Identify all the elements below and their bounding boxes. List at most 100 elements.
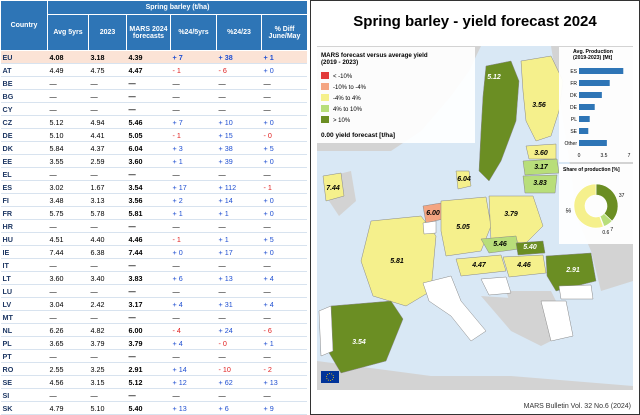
cell-p23: + 14 (216, 193, 262, 207)
cell-country: IE (0, 245, 48, 259)
legend-swatch (321, 105, 329, 112)
cell-avg5: — (47, 310, 89, 324)
cell-y2023: — (88, 102, 127, 116)
country-label-de: 5.05 (456, 224, 470, 231)
cell-p23: + 38 (216, 141, 262, 155)
cell-mars: 3.79 (126, 336, 171, 350)
cell-country: CY (0, 102, 48, 116)
cell-mars: 3.54 (126, 180, 171, 194)
cell-p23: + 62 (216, 375, 262, 389)
bar-label: PL (571, 117, 577, 123)
cell-y2023: — (88, 349, 127, 363)
donut-title: Share of production [%] (563, 167, 620, 173)
cell-country: DK (0, 141, 48, 155)
bar (579, 68, 624, 74)
cell-avg5: — (47, 76, 89, 90)
cell-p23: - 0 (216, 336, 262, 350)
cell-diff: — (261, 310, 307, 324)
cell-avg5: 2.55 (47, 362, 89, 376)
bar-label: SE (570, 129, 577, 135)
cell-p5: + 7 (170, 115, 217, 129)
cell-avg5: 6.26 (47, 323, 89, 337)
cell-mars: 3.56 (126, 193, 171, 207)
cell-y2023: 2.42 (88, 297, 127, 311)
cell-avg5: 5.12 (47, 115, 89, 129)
cell-y2023: 4.75 (88, 63, 127, 77)
cell-p5: + 4 (170, 336, 217, 350)
cell-diff: — (261, 89, 307, 103)
cell-mars: 3.83 (126, 271, 171, 285)
table-row: DK 5.84 4.37 6.04 + 3 + 38 + 5 (0, 141, 307, 155)
table-row: IE 7.44 6.38 7.44 + 0 + 17 + 0 (0, 245, 307, 259)
cell-p5: — (170, 76, 217, 90)
cell-avg5: — (47, 349, 89, 363)
country-lt (522, 174, 558, 194)
cell-diff: + 1 (261, 50, 307, 64)
cell-p23: + 17 (216, 245, 262, 259)
table-row: SK 4.79 5.10 5.40 + 13 + 6 + 9 (0, 401, 307, 415)
cell-mars: — (126, 388, 171, 402)
cell-p5: + 0 (170, 245, 217, 259)
cell-country: EU (0, 50, 48, 64)
cell-avg5: — (47, 219, 89, 233)
cell-avg5: — (47, 89, 89, 103)
bar (579, 140, 607, 146)
cell-y2023: — (88, 219, 127, 233)
legend-box (317, 47, 475, 143)
cell-y2023: 4.37 (88, 141, 127, 155)
cell-avg5: — (47, 284, 89, 298)
cell-mars: — (126, 284, 171, 298)
cell-diff: + 0 (261, 193, 307, 207)
country-pt (318, 305, 334, 357)
cell-mars: — (126, 258, 171, 272)
table-row: PT — — — — — — (0, 349, 307, 363)
cell-diff: + 0 (261, 206, 307, 220)
donut-slice (573, 183, 604, 229)
country-label-pl: 3.79 (504, 211, 518, 218)
cell-country: DE (0, 128, 48, 142)
cell-y2023: — (88, 258, 127, 272)
cell-p5: + 4 (170, 297, 217, 311)
production-bar-chart: Avg. Production (2019-2023) [Mt] ES FR DK DE… (559, 47, 633, 162)
cell-y2023: 4.40 (88, 232, 127, 246)
cell-p5: — (170, 219, 217, 233)
cell-y2023: 4.94 (88, 115, 127, 129)
cell-diff: - 2 (261, 362, 307, 376)
cell-mars: 6.00 (126, 323, 171, 337)
country-label-ee: 3.60 (534, 150, 548, 157)
bulletin-reference: MARS Bulletin Vol. 32 No.6 (2024) (523, 403, 631, 410)
cell-mars: 4.47 (126, 63, 171, 77)
cell-y2023: — (88, 167, 127, 181)
country-pl (488, 195, 544, 244)
cell-avg5: — (47, 388, 89, 402)
cell-p23: + 24 (216, 323, 262, 337)
cell-diff: + 5 (261, 141, 307, 155)
cell-country: HU (0, 232, 48, 246)
table-row: CZ 5.12 4.94 5.46 + 7 + 10 + 0 (0, 115, 307, 129)
country-label-nl: 6.00 (426, 210, 440, 217)
cell-avg5: 3.02 (47, 180, 89, 194)
cell-y2023: 4.82 (88, 323, 127, 337)
cell-p5: — (170, 349, 217, 363)
cell-diff: — (261, 102, 307, 116)
donut-slices: 37 70.6 56 (566, 183, 625, 236)
bar (579, 104, 595, 110)
map-title: Spring barley - yield forecast 2024 (353, 13, 597, 30)
table-row: FI 3.48 3.13 3.56 + 2 + 14 + 0 (0, 193, 307, 207)
cell-y2023: — (88, 76, 127, 90)
cell-p23: — (216, 167, 262, 181)
cell-p23: + 39 (216, 154, 262, 168)
cell-country: HR (0, 219, 48, 233)
legend-swatch (321, 116, 329, 123)
cell-diff: + 0 (261, 245, 307, 259)
country-label-lv: 3.17 (534, 164, 549, 171)
donut-label: 0.6 (602, 230, 609, 236)
table-row: MT — — — — — — (0, 310, 307, 324)
cell-y2023: 4.41 (88, 128, 127, 142)
cell-p5: — (170, 102, 217, 116)
country-hr (480, 276, 512, 296)
country-sk (515, 240, 546, 256)
donut-label: 56 (566, 209, 572, 215)
country-label-es: 3.54 (352, 339, 366, 346)
cell-p23: — (216, 102, 262, 116)
